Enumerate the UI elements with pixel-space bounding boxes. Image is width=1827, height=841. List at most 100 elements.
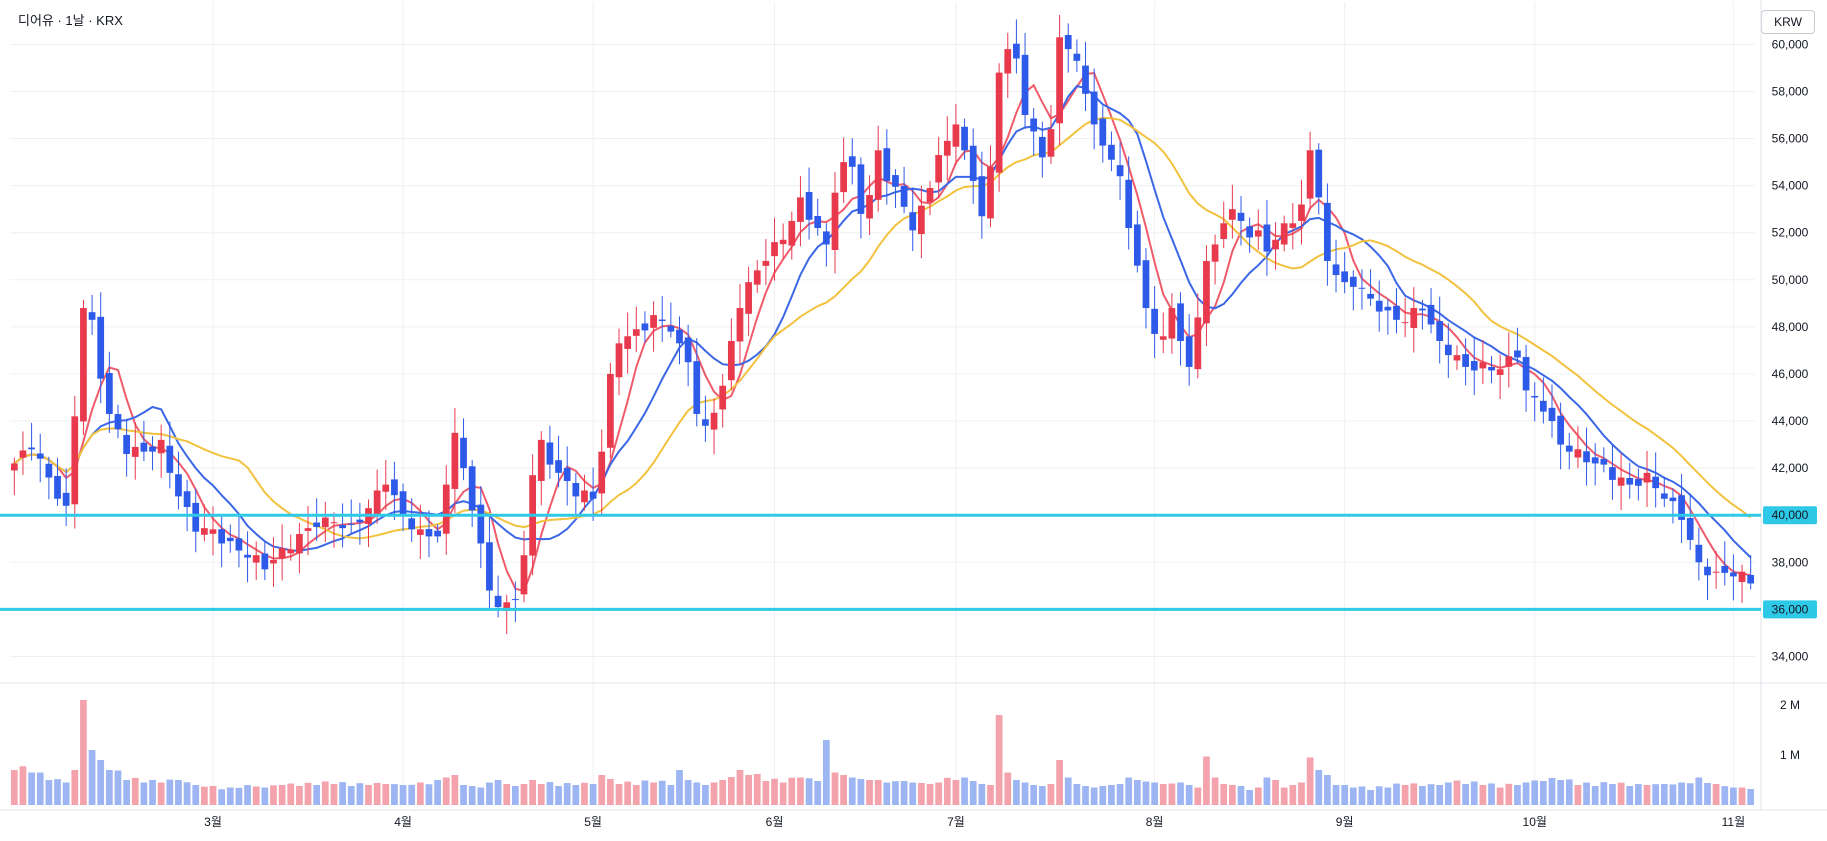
candle-body [28,447,35,450]
volume-bar [831,772,839,805]
candle-body [391,479,398,496]
candle-body [166,445,174,473]
volume-bar [857,779,865,805]
volume-bar [28,772,35,805]
candle-body [581,490,588,503]
candle-body [200,528,208,535]
candle-body [555,460,562,473]
volume-bar [969,781,977,805]
candle-body [1514,350,1521,358]
volume-bar [1237,786,1245,805]
volume-bar [710,782,718,805]
candle-body [347,523,355,525]
volume-bar [131,777,139,805]
candle-body [1669,497,1677,502]
candle-body [900,185,908,207]
candle-body [1159,336,1167,340]
candle-body [1712,571,1720,573]
level-tag-label: 36,000 [1772,602,1809,616]
candle-body [1470,361,1478,371]
volume-bar [1306,757,1314,805]
candle-body [1574,449,1582,458]
volume-bar [546,782,554,805]
candle-body [278,548,286,559]
volume-bar [753,774,761,805]
volume-bar [416,782,424,805]
candle-body [460,437,467,469]
candle-body [918,205,925,235]
candle-body [866,195,873,219]
volume-bar [1747,789,1755,805]
volume-bar [494,780,502,805]
level-tag-bg [1763,506,1817,525]
volume-bar [537,784,545,805]
volume-bar [658,780,666,805]
candle-body [97,316,105,379]
candle-body [1678,495,1685,520]
candle-body [1030,118,1038,132]
candle-body [175,474,182,497]
price-tick-label: 58,000 [1772,84,1809,98]
candle-body [157,439,165,454]
volume-bar [693,782,701,805]
volume-bar [1013,780,1020,805]
candle-body [788,220,796,246]
candle-body [356,519,364,523]
candle-body [425,529,433,537]
volume-bar [1626,786,1634,805]
ma-mid-line [13,84,1752,559]
volume-bar [1289,785,1297,805]
candle-body [909,212,917,231]
candle-body [926,187,934,203]
candle-body [1349,276,1357,287]
currency-badge[interactable]: KRW [1761,10,1815,34]
volume-bar [1324,775,1331,805]
candle-body [321,517,329,528]
volume-bar [771,778,778,805]
candle-body [1047,129,1055,157]
volume-bar [589,784,597,805]
volume-bar [1211,777,1219,805]
candle-body [1056,37,1063,124]
candle-body [54,475,61,499]
volume-tick-label: 2 M [1780,698,1800,712]
candle-body [1375,300,1383,312]
candle-body [952,124,960,147]
candle-body [330,522,338,524]
candle-body [10,463,18,471]
price-tick-label: 44,000 [1772,414,1809,428]
volume-bar [520,784,528,805]
volume-bar [209,786,217,805]
volume-bar [952,780,960,805]
volume-bar [1047,784,1055,805]
volume-bar [200,786,208,805]
volume-bar [1133,780,1141,805]
volume-bar [468,786,476,805]
volume-bar [1453,780,1461,805]
candle-body [218,529,226,544]
volume-bar [19,766,27,805]
price-tick-label: 50,000 [1772,273,1809,287]
volume-bar [88,750,96,805]
volume-bar [1652,784,1660,805]
volume-bar [1591,786,1599,805]
volume-bar [650,782,657,805]
candle-body [1263,224,1271,252]
volume-bar [1721,786,1729,805]
volume-bar [572,785,580,805]
candle-body [537,439,545,481]
volume-bar [883,782,891,805]
volume-bar [1479,785,1487,805]
candle-body [1013,43,1020,59]
volume-bar [1686,783,1694,805]
candle-body [19,450,27,458]
volume-bar [641,780,649,805]
candle-body [244,554,251,558]
candle-body [607,373,614,448]
volume-bar [244,785,251,805]
volume-bar [123,780,130,805]
candle-body [935,155,943,183]
candle-body [1686,518,1694,540]
candle-body [684,337,692,363]
